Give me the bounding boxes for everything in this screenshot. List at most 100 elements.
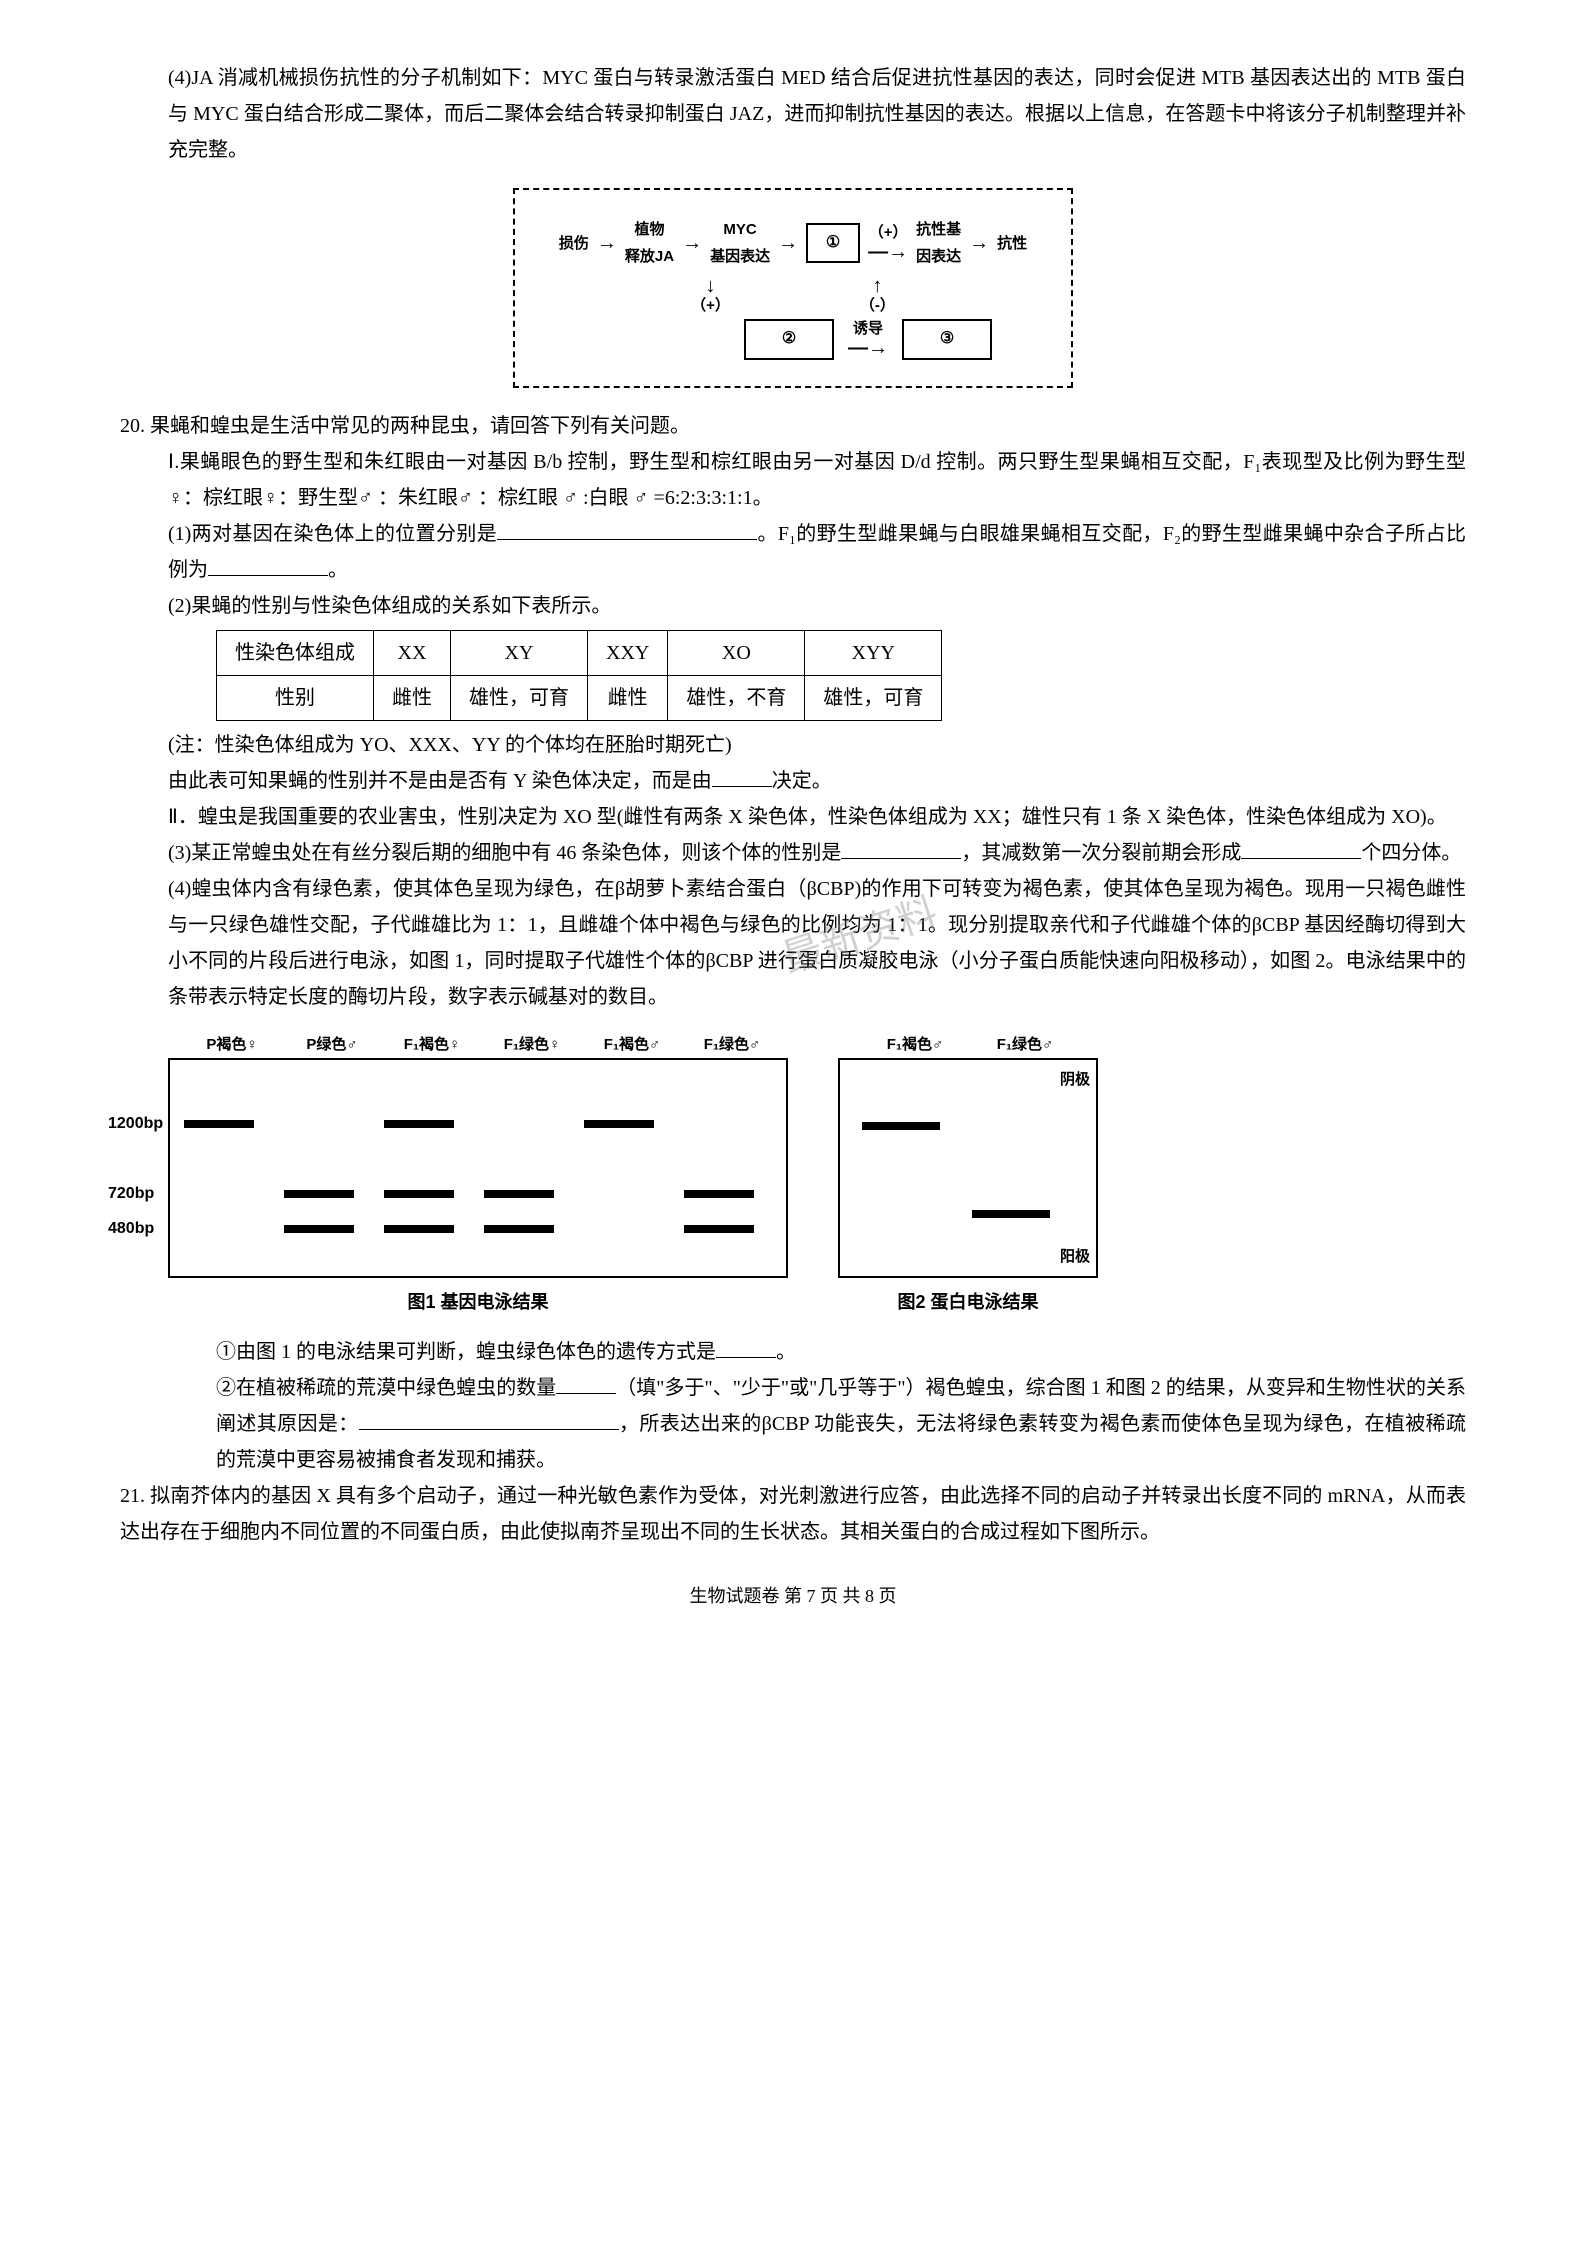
down-arrow-icon: ↓ (705, 276, 715, 296)
table-cell: 雄性，可育 (451, 675, 588, 720)
gel-figures-container: P褐色♀P绿色♂F₁褐色♀F₁绿色♀F₁褐色♂F₁绿色♂ 1200bp720bp… (168, 1031, 1466, 1318)
gel-band (284, 1190, 354, 1198)
q20-sub1a: (1)两对基因在染色体上的位置分别是 (168, 523, 497, 545)
gel2-header: F₁褐色♂F₁绿色♂ (860, 1031, 1098, 1058)
blank-field (556, 1370, 616, 1394)
plus-label: （+） (869, 225, 908, 240)
up-arrow-group: ↑ （-） (860, 276, 895, 313)
anode-label: 阳极 (1060, 1243, 1090, 1270)
plus-label: （+） (691, 298, 730, 313)
table-cell: 性别 (217, 675, 374, 720)
gel1-header: P褐色♀P绿色♂F₁褐色♀F₁绿色♀F₁褐色♂F₁绿色♂ (182, 1031, 788, 1058)
blank-field (712, 763, 772, 787)
gel-band (384, 1190, 454, 1198)
diag-left2: 植物 释放JA (625, 216, 674, 270)
q20-sub4-1a: ①由图 1 的电泳结果可判断，蝗虫绿色体色的遗传方式是 (216, 1341, 716, 1363)
table-cell: 雌性 (374, 675, 451, 720)
table-cell: XO (668, 630, 805, 675)
gel-band (684, 1225, 754, 1233)
q20-table-note: (注：性染色体组成为 YO、XXX、YY 的个体均在胚胎时期死亡) (120, 727, 1466, 763)
question-number: 21. (120, 1485, 150, 1507)
diag-box2: ② (744, 319, 834, 360)
diag-left1: 损伤 (559, 230, 589, 257)
gel-band (972, 1210, 1050, 1218)
table-cell: XY (451, 630, 588, 675)
arrow-icon: —→ (848, 338, 888, 358)
q20-sub4-1: ①由图 1 的电泳结果可判断，蝗虫绿色体色的遗传方式是 。 (120, 1334, 1466, 1370)
table-cell: 性染色体组成 (217, 630, 374, 675)
gel-column-header: P绿色♂ (282, 1031, 382, 1058)
page-content: (4)JA 消减机械损伤抗性的分子机制如下：MYC 蛋白与转录激活蛋白 MED … (120, 60, 1466, 1613)
blank-field (1241, 835, 1361, 859)
table-cell: 雌性 (588, 675, 668, 720)
q20-sub2b: 由此表可知果蝇的性别并不是由是否有 Y 染色体决定，而是由决定。 (120, 763, 1466, 799)
diag-right2: 抗性 (997, 230, 1027, 257)
q20-sub1: (1)两对基因在染色体上的位置分别是。F₁的野生型雌果蝇与白眼雄果蝇相互交配，F… (120, 516, 1466, 588)
q20-sub4-1b: 。 (776, 1341, 796, 1363)
diagram-row-mid: ↓ （+） ↑ （-） (529, 276, 1057, 313)
blank-field (841, 835, 961, 859)
q20-sub2c-text: 决定。 (772, 770, 832, 792)
q20-sub3b: ，其减数第一次分裂前期会形成 (961, 842, 1241, 864)
gel-column-header: P褐色♀ (182, 1031, 282, 1058)
diag-right1: 抗性基 因表达 (916, 216, 961, 270)
minus-label: （-） (860, 298, 895, 313)
table-cell: 雄性，可育 (805, 675, 942, 720)
diag-box1: ① (806, 223, 860, 264)
arrow-icon: —→ (868, 242, 908, 262)
gel1-wrapper: P褐色♀P绿色♂F₁褐色♀F₁绿色♀F₁褐色♂F₁绿色♂ 1200bp720bp… (168, 1031, 788, 1318)
gel-column-header: F₁绿色♂ (682, 1031, 782, 1058)
gel-band (862, 1122, 940, 1130)
gel-band (684, 1190, 754, 1198)
gel-band (484, 1225, 554, 1233)
page-footer: 生物试题卷 第 7 页 共 8 页 (120, 1580, 1466, 1612)
induce-label: 诱导 (853, 321, 883, 336)
arrow-icon: → (969, 225, 989, 261)
q20-intro-text: 果蝇和蝗虫是生活中常见的两种昆虫，请回答下列有关问题。 (150, 415, 690, 437)
q20-sub3: (3)某正常蝗虫处在有丝分裂后期的细胞中有 46 条染色体，则该个体的性别是 ，其… (120, 835, 1466, 871)
gel2-box: 阴极阳极 (838, 1058, 1098, 1278)
q20-sub1c: 。 (328, 559, 348, 581)
diagram-row-2: ② 诱导 —→ ③ (679, 319, 1057, 360)
gel2-wrapper: F₁褐色♂F₁绿色♂ 阴极阳极 图2 蛋白电泳结果 (838, 1031, 1098, 1318)
table-header-row: 性染色体组成 XX XY XXY XO XYY (217, 630, 942, 675)
sex-chromosome-table: 性染色体组成 XX XY XXY XO XYY 性别 雌性 雄性，可育 雌性 雄… (216, 630, 942, 721)
q19-4-text: (4)JA 消减机械损伤抗性的分子机制如下：MYC 蛋白与转录激活蛋白 MED … (120, 60, 1466, 168)
gel-band (284, 1225, 354, 1233)
diag-left3: MYC 基因表达 (710, 216, 770, 270)
down-arrow-group: ↓ （+） (691, 276, 730, 313)
gel-band (584, 1120, 654, 1128)
q21-text: 拟南芥体内的基因 X 具有多个启动子，通过一种光敏色素作为受体，对光刺激进行应答… (120, 1485, 1466, 1543)
cathode-label: 阴极 (1060, 1066, 1090, 1093)
gel1-box: 1200bp720bp480bp (168, 1058, 788, 1278)
gel-band (384, 1225, 454, 1233)
gel-band (484, 1190, 554, 1198)
q20-sub4-2a: ②在植被稀疏的荒漠中绿色蝗虫的数量 (216, 1377, 556, 1399)
q20-sub2: (2)果蝇的性别与性染色体组成的关系如下表所示。 (120, 588, 1466, 624)
blank-field (716, 1334, 776, 1358)
gel-column-header: F₁褐色♀ (382, 1031, 482, 1058)
gel-column-header: F₁褐色♂ (860, 1031, 970, 1058)
table-cell: XX (374, 630, 451, 675)
arrow-icon: → (682, 225, 702, 261)
arrow-icon: → (778, 225, 798, 261)
gel1-caption: 图1 基因电泳结果 (168, 1286, 788, 1318)
up-arrow-icon: ↑ (872, 276, 882, 296)
q20-intro: 20. 果蝇和蝗虫是生活中常见的两种昆虫，请回答下列有关问题。 (120, 408, 1466, 444)
blank-field (497, 516, 757, 540)
mechanism-diagram: 损伤 → 植物 释放JA → MYC 基因表达 → ① （+） —→ 抗性基 因… (513, 188, 1073, 388)
arrow-icon: → (597, 225, 617, 261)
gel-column-header: F₁绿色♂ (970, 1031, 1080, 1058)
blank-field (208, 552, 328, 576)
q21: 21. 拟南芥体内的基因 X 具有多个启动子，通过一种光敏色素作为受体，对光刺激… (120, 1478, 1466, 1550)
gel-column-header: F₁褐色♂ (582, 1031, 682, 1058)
diag-box3: ③ (902, 319, 992, 360)
diagram-row-1: 损伤 → 植物 释放JA → MYC 基因表达 → ① （+） —→ 抗性基 因… (529, 216, 1057, 270)
q20-sub3a: (3)某正常蝗虫处在有丝分裂后期的细胞中有 46 条染色体，则该个体的性别是 (168, 842, 841, 864)
q20-sub4: (4)蝗虫体内含有绿色素，使其体色呈现为绿色，在β胡萝卜素结合蛋白（βCBP)的… (120, 871, 1466, 1015)
arrow-with-label: （+） —→ (868, 225, 908, 262)
q20-sub3c: 个四分体。 (1361, 842, 1461, 864)
table-cell: 雄性，不育 (668, 675, 805, 720)
q20-part2: Ⅱ．蝗虫是我国重要的农业害虫，性别决定为 XO 型(雌性有两条 X 染色体，性染… (120, 799, 1466, 835)
blank-field (359, 1406, 619, 1430)
